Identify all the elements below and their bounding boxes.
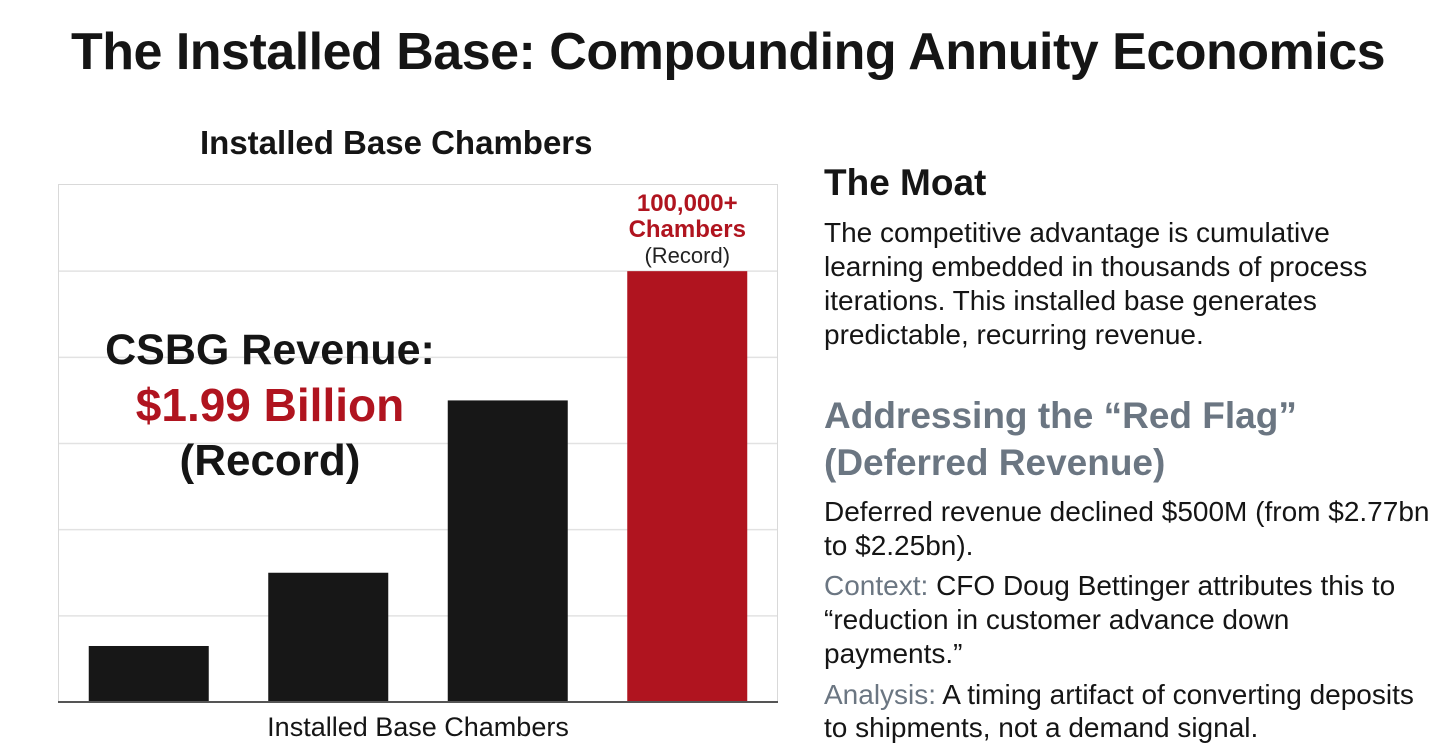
bar-label-note: (Record): [644, 243, 730, 268]
analysis-body: A timing artifact of converting deposits…: [824, 679, 1414, 743]
bar-3: [447, 400, 568, 702]
red-flag-heading: Addressing the “Red Flag” (Deferred Reve…: [824, 395, 1297, 483]
moat-body: The competitive advantage is cumulative …: [824, 217, 1368, 350]
bar-2: [268, 572, 389, 702]
deferred-revenue-body: Deferred revenue declined $500M (from $2…: [824, 496, 1430, 561]
revenue-annotation-note: (Record): [179, 436, 361, 485]
revenue-annotation-value: $1.99 Billion: [135, 379, 405, 431]
bar-label-unit: Chambers: [629, 216, 746, 243]
chart-title: Installed Base Chambers: [200, 124, 593, 161]
context-body: CFO Doug Bettinger attributes this to “r…: [824, 570, 1396, 669]
analysis-label: Analysis:: [824, 679, 937, 710]
x-axis-label: Installed Base Chambers: [267, 712, 569, 742]
analysis-paragraph: Analysis: A timing artifact of convertin…: [824, 678, 1434, 744]
page-title: The Installed Base: Compounding Annuity …: [70, 23, 1386, 81]
revenue-annotation-title: CSBG Revenue:: [105, 326, 435, 374]
bar-4: [627, 271, 748, 702]
context-label: Context:: [824, 570, 929, 601]
context-paragraph: Context: CFO Doug Bettinger attributes t…: [824, 569, 1434, 671]
bar-1: [88, 645, 209, 702]
bar-label-value: 100,000+: [637, 190, 738, 217]
moat-heading: The Moat: [824, 162, 987, 203]
bar-chart: 100,000+Chambers(Record): [58, 184, 778, 703]
